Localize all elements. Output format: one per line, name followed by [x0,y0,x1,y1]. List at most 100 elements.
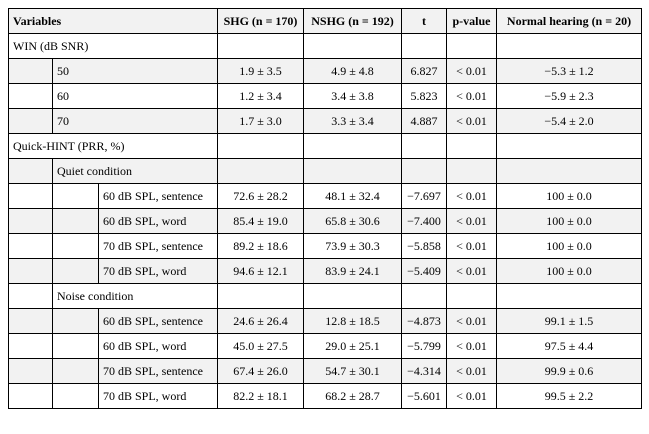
value-cell: 3.3 ± 3.4 [303,108,402,134]
empty-cell [401,283,447,309]
column-header: NSHG (n = 192) [303,8,402,34]
empty-cell [52,258,99,284]
empty-cell [52,308,99,334]
value-cell: −7.400 [401,208,447,234]
group-label: Noise condition [52,283,218,309]
value-cell: 45.0 ± 27.5 [217,333,304,359]
value-cell: 6.827 [401,58,447,84]
empty-cell [446,283,497,309]
results-table: Variables SHG (n = 170) NSHG (n = 192) t p-v… [8,8,642,409]
empty-cell [446,133,497,159]
empty-cell [446,158,497,184]
value-cell: 85.4 ± 19.0 [217,208,304,234]
value-cell: −5.3 ± 1.2 [496,58,642,84]
empty-cell [401,33,447,59]
value-cell: 5.823 [401,83,447,109]
row-label: 70 dB SPL, word [98,383,218,409]
value-cell: 73.9 ± 30.3 [303,233,402,259]
row-label: 70 dB SPL, word [98,258,218,284]
value-cell: 4.9 ± 4.8 [303,58,402,84]
empty-cell [52,208,99,234]
empty-cell [496,283,642,309]
empty-cell [52,383,99,409]
empty-cell [8,383,53,409]
empty-cell [446,33,497,59]
value-cell: 1.7 ± 3.0 [217,108,304,134]
empty-cell [217,33,304,59]
empty-cell [52,333,99,359]
value-cell: 100 ± 0.0 [496,208,642,234]
value-cell: < 0.01 [446,233,497,259]
empty-cell [52,358,99,384]
empty-cell [8,108,53,134]
value-cell: < 0.01 [446,208,497,234]
table-row: 50 1.9 ± 3.5 4.9 ± 4.8 6.827 < 0.01 −5.3 ± 1.… [8,58,642,84]
value-cell: 1.2 ± 3.4 [217,83,304,109]
value-cell: 65.8 ± 30.6 [303,208,402,234]
value-cell: < 0.01 [446,383,497,409]
table-row: 60 dB SPL, word 85.4 ± 19.0 65.8 ± 30.6 −7.… [8,208,642,234]
column-header: SHG (n = 170) [217,8,304,34]
empty-cell [303,158,402,184]
value-cell: 72.6 ± 28.2 [217,183,304,209]
table-row: Quick-HINT (PRR, %) [8,133,642,159]
empty-cell [496,133,642,159]
value-cell: 100 ± 0.0 [496,183,642,209]
row-label: 60 dB SPL, word [98,208,218,234]
value-cell: 99.1 ± 1.5 [496,308,642,334]
value-cell: 29.0 ± 25.1 [303,333,402,359]
empty-cell [217,133,304,159]
empty-cell [217,283,304,309]
value-cell: < 0.01 [446,58,497,84]
empty-cell [8,258,53,284]
value-cell: < 0.01 [446,108,497,134]
value-cell: 99.5 ± 2.2 [496,383,642,409]
column-header: Normal hearing (n = 20) [496,8,642,34]
value-cell: 48.1 ± 32.4 [303,183,402,209]
empty-cell [8,333,53,359]
value-cell: 89.2 ± 18.6 [217,233,304,259]
empty-cell [52,183,99,209]
value-cell: −5.409 [401,258,447,284]
table-row: Noise condition [8,283,642,309]
column-header: Variables [8,8,218,34]
empty-cell [217,158,304,184]
empty-cell [8,308,53,334]
value-cell: −5.858 [401,233,447,259]
row-label: 70 dB SPL, sentence [98,233,218,259]
value-cell: < 0.01 [446,333,497,359]
group-label: Quiet condition [52,158,218,184]
table-row: 60 dB SPL, sentence 72.6 ± 28.2 48.1 ± 32.… [8,183,642,209]
value-cell: 1.9 ± 3.5 [217,58,304,84]
empty-cell [496,33,642,59]
table-header: Variables SHG (n = 170) NSHG (n = 192) t p-v… [8,8,642,34]
value-cell: −5.799 [401,333,447,359]
empty-cell [8,83,53,109]
empty-cell [496,158,642,184]
table-row: 70 dB SPL, word 94.6 ± 12.1 83.9 ± 24.1 −5.… [8,258,642,284]
value-cell: 4.887 [401,108,447,134]
table-row: 70 dB SPL, sentence 89.2 ± 18.6 73.9 ± 30.… [8,233,642,259]
table-row: WIN (dB SNR) [8,33,642,59]
empty-cell [401,133,447,159]
row-label: 50 [52,58,218,84]
value-cell: 24.6 ± 26.4 [217,308,304,334]
value-cell: −5.601 [401,383,447,409]
empty-cell [8,283,53,309]
table-row: 70 dB SPL, word 82.2 ± 18.1 68.2 ± 28.7 −5.… [8,383,642,409]
value-cell: 100 ± 0.0 [496,258,642,284]
value-cell: < 0.01 [446,183,497,209]
table-row: Variables SHG (n = 170) NSHG (n = 192) t p-v… [8,8,642,34]
value-cell: 99.9 ± 0.6 [496,358,642,384]
value-cell: −7.697 [401,183,447,209]
value-cell: 97.5 ± 4.4 [496,333,642,359]
value-cell: −4.873 [401,308,447,334]
table-row: 70 dB SPL, sentence 67.4 ± 26.0 54.7 ± 30.… [8,358,642,384]
empty-cell [52,233,99,259]
value-cell: −4.314 [401,358,447,384]
column-header: p-value [446,8,497,34]
empty-cell [401,158,447,184]
value-cell: 12.8 ± 18.5 [303,308,402,334]
value-cell: −5.4 ± 2.0 [496,108,642,134]
